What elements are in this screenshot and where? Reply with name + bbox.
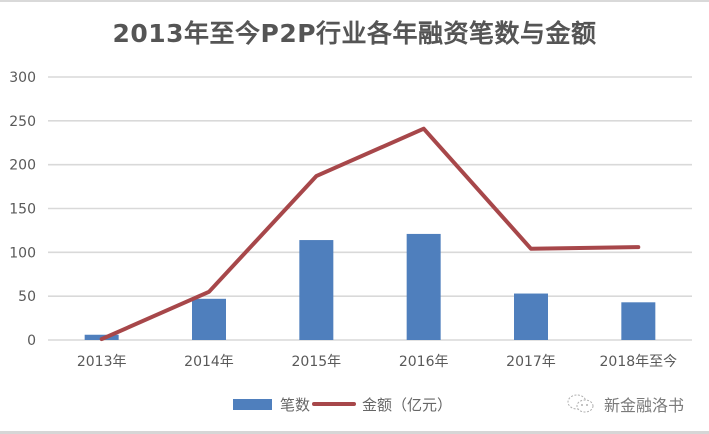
y-tick-label: 150 bbox=[9, 202, 36, 218]
y-tick-label: 250 bbox=[9, 114, 36, 130]
legend: 笔数 金额（亿元） bbox=[233, 393, 452, 415]
bar bbox=[192, 298, 226, 340]
legend-line-swatch-icon bbox=[312, 402, 357, 406]
y-tick-label: 300 bbox=[9, 70, 36, 86]
x-tick-label: 2018年至今 bbox=[600, 354, 678, 370]
watermark: 新金融洛书 bbox=[566, 392, 684, 416]
bar bbox=[514, 293, 548, 340]
amount-line bbox=[99, 126, 641, 342]
bar-series bbox=[84, 233, 656, 340]
y-tick-label: 0 bbox=[27, 333, 36, 349]
x-tick-label: 2013年 bbox=[77, 354, 127, 370]
bar bbox=[621, 302, 656, 340]
x-tick-label: 2015年 bbox=[292, 354, 342, 370]
bottom-border bbox=[0, 431, 709, 434]
legend-bar-swatch-icon bbox=[233, 398, 272, 410]
bar bbox=[299, 240, 334, 340]
chart-title: 2013年至今P2P行业各年融资笔数与金额 bbox=[112, 19, 597, 48]
x-axis-ticks: 2013年 2014年 2015年 2016年 2017年 2018年至今 bbox=[77, 354, 677, 370]
legend-line-label: 金额（亿元） bbox=[362, 395, 453, 414]
y-tick-label: 100 bbox=[9, 245, 36, 261]
x-tick-label: 2016年 bbox=[399, 354, 449, 370]
bar bbox=[406, 233, 441, 340]
y-tick-label: 50 bbox=[18, 289, 36, 305]
top-border bbox=[0, 0, 709, 2]
watermark-text: 新金融洛书 bbox=[604, 396, 685, 415]
y-tick-label: 200 bbox=[9, 158, 36, 174]
legend-bar-label: 笔数 bbox=[280, 395, 311, 414]
x-tick-label: 2017年 bbox=[506, 354, 556, 370]
line-series bbox=[99, 126, 641, 342]
x-tick-label: 2014年 bbox=[184, 354, 234, 370]
y-axis-ticks: 0 50 100 150 200 250 300 bbox=[9, 70, 36, 349]
gridlines bbox=[48, 76, 692, 341]
wechat-bubble-icon bbox=[567, 394, 594, 413]
